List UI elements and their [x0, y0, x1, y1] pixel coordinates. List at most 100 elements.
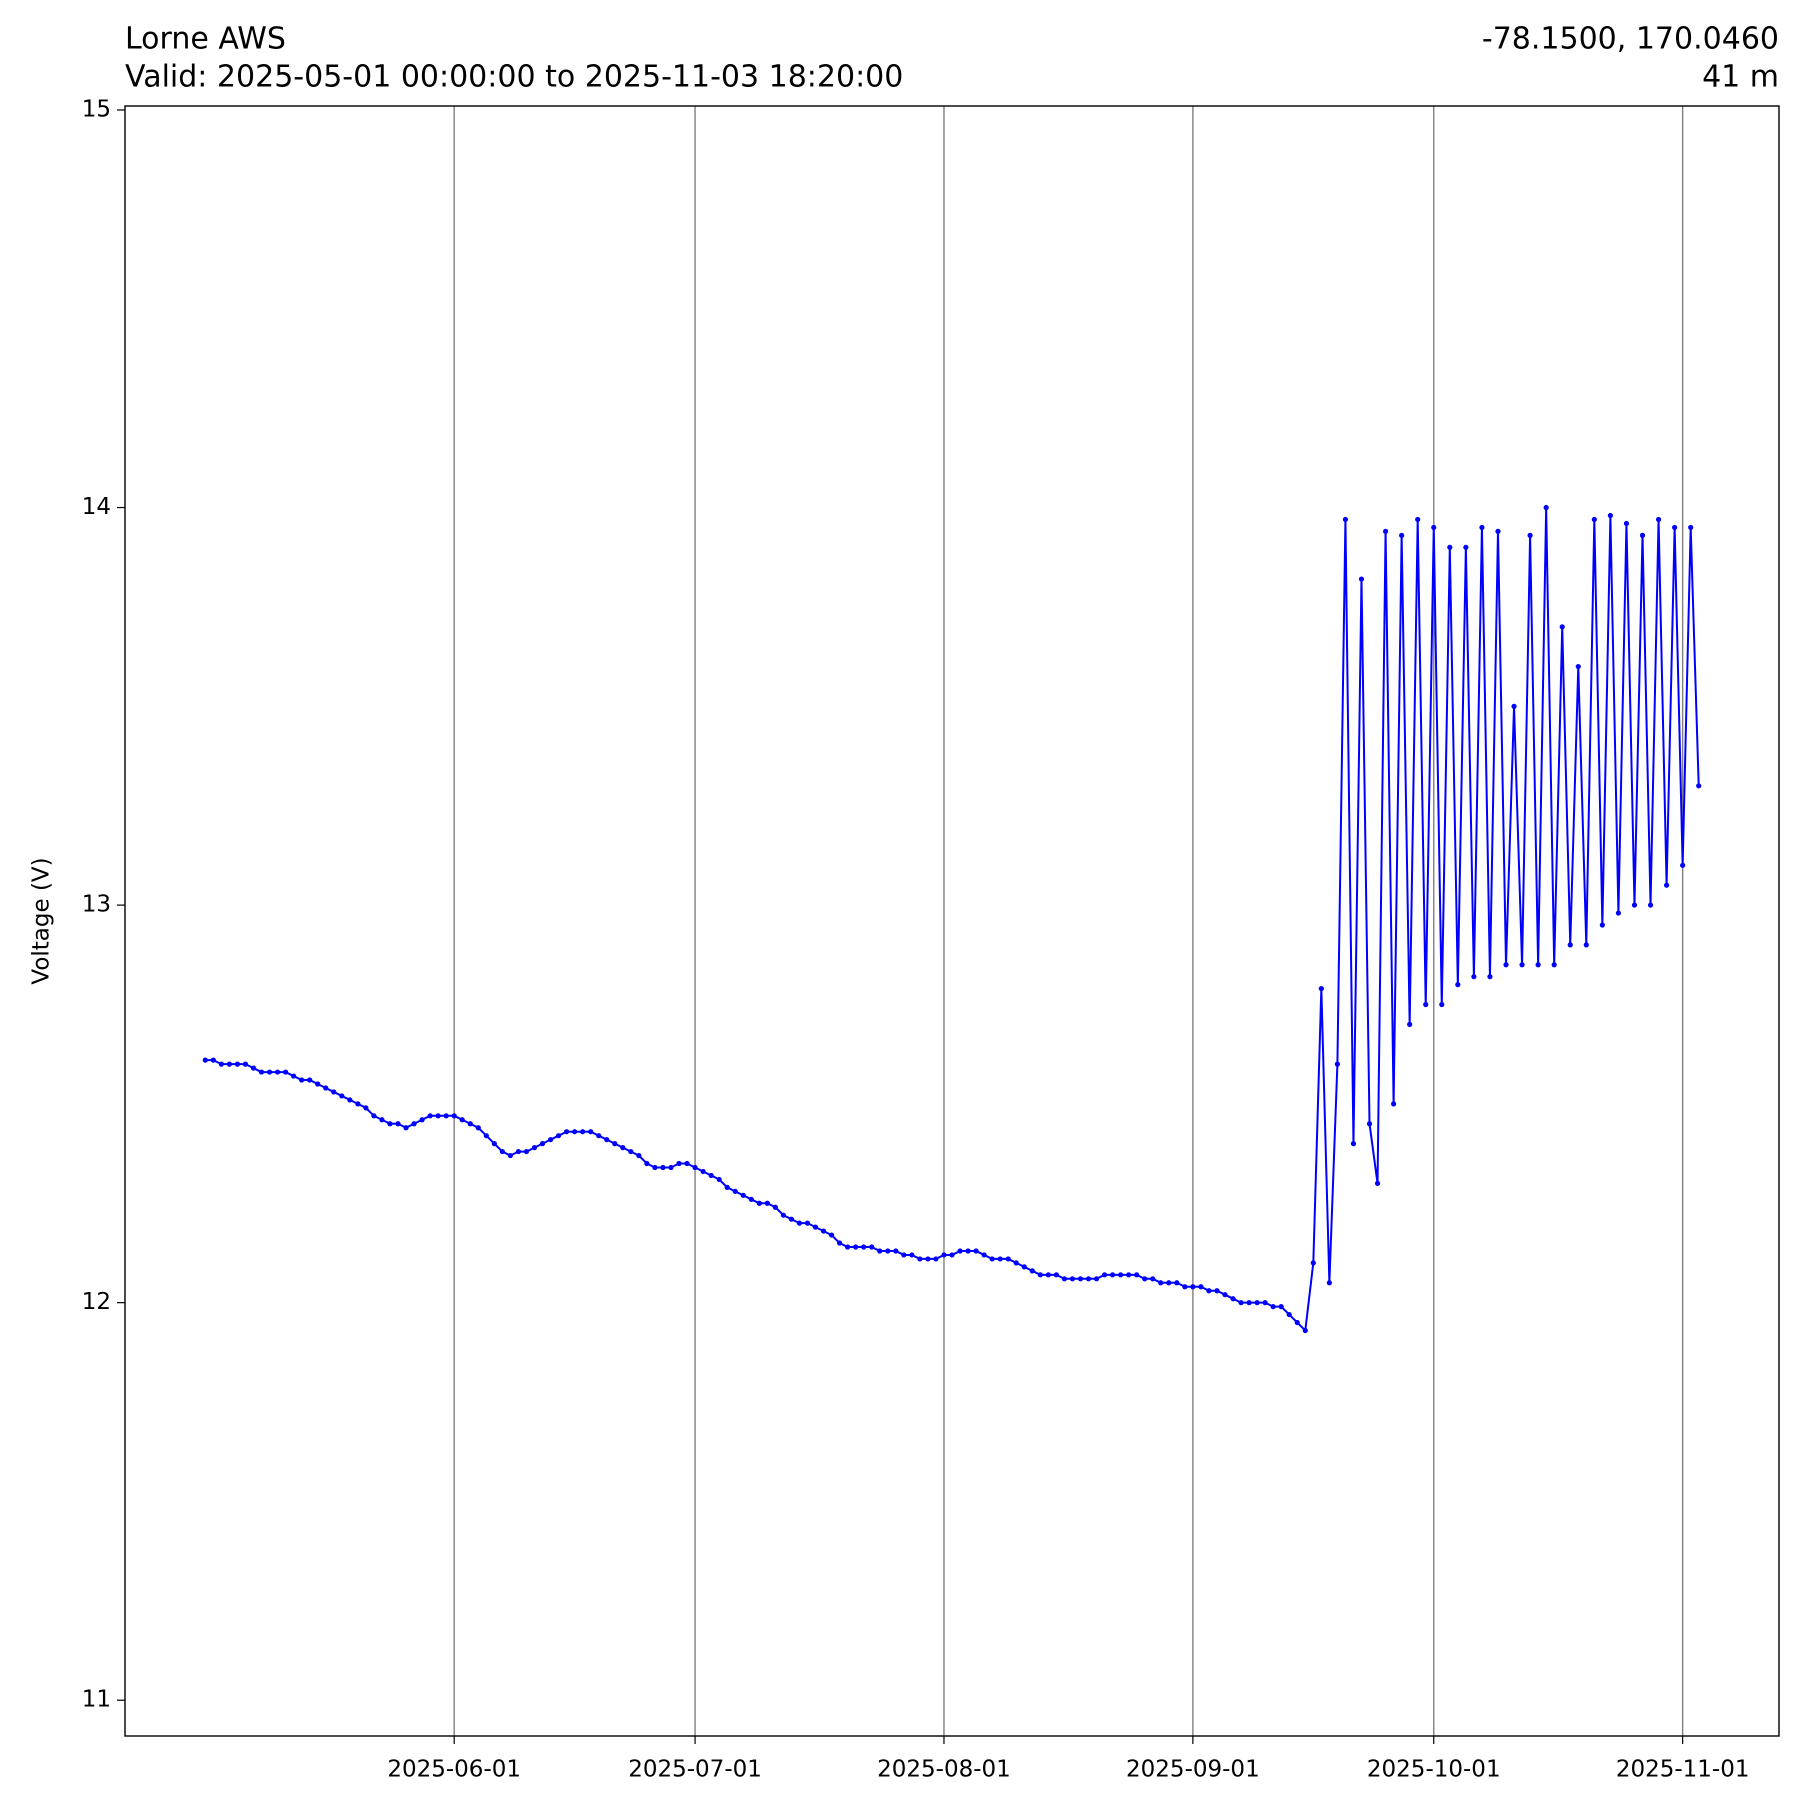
data-point — [1583, 942, 1589, 948]
data-point — [1535, 962, 1541, 968]
data-point — [901, 1252, 907, 1258]
data-point — [997, 1256, 1003, 1262]
data-point — [347, 1097, 353, 1103]
data-point — [1519, 962, 1525, 968]
data-point — [1013, 1260, 1019, 1266]
data-point — [1382, 528, 1389, 534]
data-point — [1045, 1272, 1051, 1278]
data-point — [1391, 1101, 1397, 1107]
data-point — [756, 1200, 762, 1206]
data-point — [1198, 1284, 1204, 1290]
data-point — [1101, 1272, 1108, 1278]
data-point — [531, 1145, 538, 1151]
x-tick-label: 2025-06-01 — [387, 1757, 521, 1783]
data-point — [1342, 516, 1349, 523]
data-point — [877, 1248, 883, 1254]
data-point — [1126, 1272, 1132, 1278]
data-point — [1158, 1280, 1164, 1286]
data-point — [780, 1212, 786, 1218]
data-point — [547, 1137, 554, 1143]
data-point — [684, 1160, 690, 1167]
data-point — [1591, 516, 1597, 523]
data-point — [1407, 1021, 1413, 1027]
data-point — [1374, 1180, 1381, 1186]
data-point — [459, 1117, 465, 1123]
x-tick-label: 2025-09-01 — [1126, 1757, 1260, 1783]
y-axis-label: Voltage (V) — [29, 857, 55, 984]
data-point — [772, 1204, 778, 1210]
data-point — [202, 1057, 208, 1063]
data-point — [307, 1077, 313, 1083]
data-point — [989, 1256, 995, 1262]
data-point — [1680, 862, 1686, 868]
data-point — [411, 1121, 417, 1127]
data-point — [1061, 1276, 1068, 1282]
data-point — [499, 1148, 505, 1155]
data-point — [1479, 524, 1485, 531]
data-point — [909, 1252, 915, 1258]
data-point — [379, 1117, 385, 1123]
data-point — [1599, 922, 1605, 928]
data-point — [965, 1248, 971, 1254]
data-point — [812, 1224, 819, 1230]
data-point — [1174, 1280, 1180, 1286]
data-point — [1109, 1272, 1116, 1278]
data-point — [676, 1160, 682, 1167]
data-point — [1607, 512, 1613, 519]
y-tick-label: 11 — [82, 1687, 111, 1713]
chart-title: Lorne AWS — [125, 22, 286, 57]
data-point — [804, 1220, 811, 1226]
data-point — [1190, 1284, 1196, 1290]
data-point — [1431, 524, 1437, 531]
data-point — [1286, 1311, 1292, 1318]
data-point — [764, 1200, 770, 1206]
data-point — [331, 1089, 337, 1095]
data-point — [973, 1248, 979, 1254]
data-point — [339, 1093, 345, 1099]
plot-frame — [124, 105, 1780, 1737]
data-point — [1615, 910, 1622, 916]
data-point — [1254, 1300, 1260, 1306]
location: -78.1500, 170.0460 — [1482, 22, 1779, 57]
data-point — [724, 1184, 730, 1190]
data-point — [299, 1077, 305, 1083]
x-tick-label: 2025-11-01 — [1616, 1757, 1750, 1783]
data-point — [1639, 532, 1646, 538]
data-point — [443, 1113, 449, 1119]
data-point — [1334, 1061, 1340, 1067]
data-point — [748, 1196, 754, 1202]
data-point — [1310, 1260, 1316, 1266]
data-point — [1471, 974, 1477, 980]
data-point — [652, 1164, 658, 1171]
data-point — [451, 1113, 457, 1119]
data-point — [828, 1232, 835, 1238]
data-point — [1029, 1268, 1035, 1274]
y-tick-label: 12 — [82, 1289, 111, 1315]
data-point — [716, 1176, 722, 1183]
data-point — [475, 1125, 481, 1131]
data-point — [861, 1244, 867, 1250]
data-point — [395, 1121, 401, 1127]
y-tick-label: 13 — [82, 892, 111, 918]
data-point — [1238, 1300, 1244, 1306]
data-point — [1559, 624, 1565, 630]
data-point — [491, 1141, 497, 1147]
data-point — [893, 1248, 899, 1254]
data-point — [1037, 1272, 1043, 1278]
data-point — [620, 1145, 626, 1151]
data-point — [515, 1148, 522, 1155]
data-point — [234, 1061, 241, 1067]
data-point — [796, 1220, 803, 1226]
x-tick-label: 2025-07-01 — [628, 1757, 762, 1783]
data-point — [1150, 1276, 1156, 1282]
data-point — [250, 1065, 257, 1071]
data-point — [845, 1244, 851, 1250]
data-point — [1399, 532, 1405, 538]
x-tick-label: 2025-08-01 — [877, 1757, 1011, 1783]
data-point — [242, 1061, 249, 1067]
data-point — [788, 1216, 795, 1222]
data-point — [1527, 532, 1533, 538]
